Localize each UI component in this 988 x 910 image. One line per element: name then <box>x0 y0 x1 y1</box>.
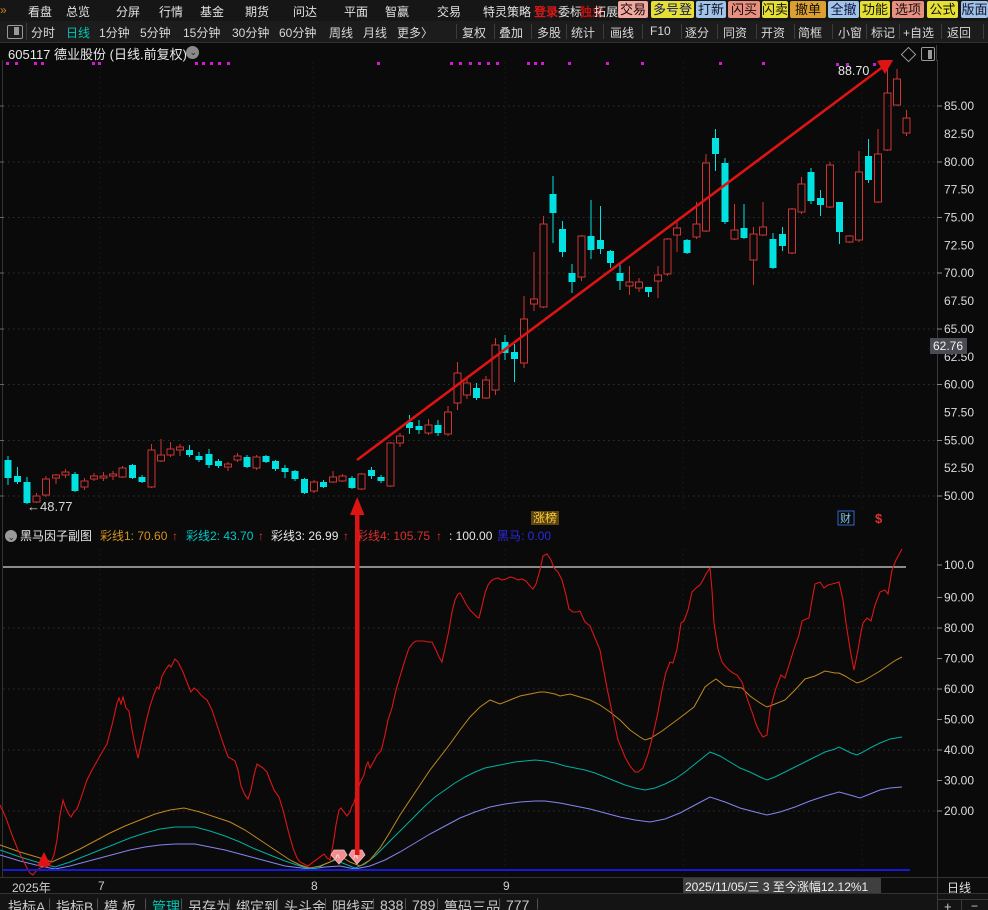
svg-text:80.00: 80.00 <box>944 155 974 169</box>
svg-text:65.00: 65.00 <box>944 322 974 336</box>
svg-text:70.00: 70.00 <box>944 266 974 280</box>
svg-text:涨榜: 涨榜 <box>533 510 557 525</box>
svg-text:黑马: 0.00: 黑马: 0.00 <box>497 529 551 543</box>
svg-text:80.00: 80.00 <box>944 621 974 635</box>
svg-text:↑: ↑ <box>172 529 178 543</box>
svg-text:55.00: 55.00 <box>944 433 974 447</box>
svg-text:57.50: 57.50 <box>944 406 974 420</box>
svg-text:^: ^ <box>353 853 359 863</box>
svg-text:彩线3: 26.99: 彩线3: 26.99 <box>271 529 339 543</box>
svg-text:88.70: 88.70 <box>838 64 869 78</box>
svg-text:彩线1: 70.60: 彩线1: 70.60 <box>100 529 168 543</box>
svg-text:90.00: 90.00 <box>944 591 974 605</box>
svg-text:52.50: 52.50 <box>944 461 974 475</box>
svg-text:82.50: 82.50 <box>944 127 974 141</box>
svg-text:60.00: 60.00 <box>944 682 974 696</box>
svg-text:77.50: 77.50 <box>944 183 974 197</box>
svg-text:^: ^ <box>335 853 341 863</box>
svg-text:100.0: 100.0 <box>944 558 974 572</box>
svg-text:85.00: 85.00 <box>944 99 974 113</box>
svg-text:60.00: 60.00 <box>944 378 974 392</box>
svg-text:彩线4: 105.75: 彩线4: 105.75 <box>356 529 430 543</box>
svg-text:彩线2: 43.70: 彩线2: 43.70 <box>186 529 254 543</box>
svg-text:↑: ↑ <box>343 529 349 543</box>
svg-text:72.50: 72.50 <box>944 238 974 252</box>
svg-text:62.76: 62.76 <box>933 339 963 353</box>
svg-text:←48.77: ←48.77 <box>27 499 73 514</box>
svg-text:70.00: 70.00 <box>944 652 974 666</box>
svg-text:30.00: 30.00 <box>944 774 974 788</box>
svg-text:20.00: 20.00 <box>944 804 974 818</box>
svg-text:75.00: 75.00 <box>944 211 974 225</box>
svg-text:50.00: 50.00 <box>944 489 974 503</box>
svg-text:财: 财 <box>840 511 851 525</box>
svg-text:⌄: ⌄ <box>8 532 16 542</box>
svg-text:40.00: 40.00 <box>944 743 974 757</box>
svg-text:黑马因子副图: 黑马因子副图 <box>20 529 92 543</box>
svg-text:↑: ↑ <box>436 529 442 543</box>
svg-text:: 100.00: : 100.00 <box>449 529 493 543</box>
svg-text:50.00: 50.00 <box>944 713 974 727</box>
svg-text:↑: ↑ <box>258 529 264 543</box>
svg-text:$: $ <box>875 511 883 526</box>
svg-text:67.50: 67.50 <box>944 294 974 308</box>
